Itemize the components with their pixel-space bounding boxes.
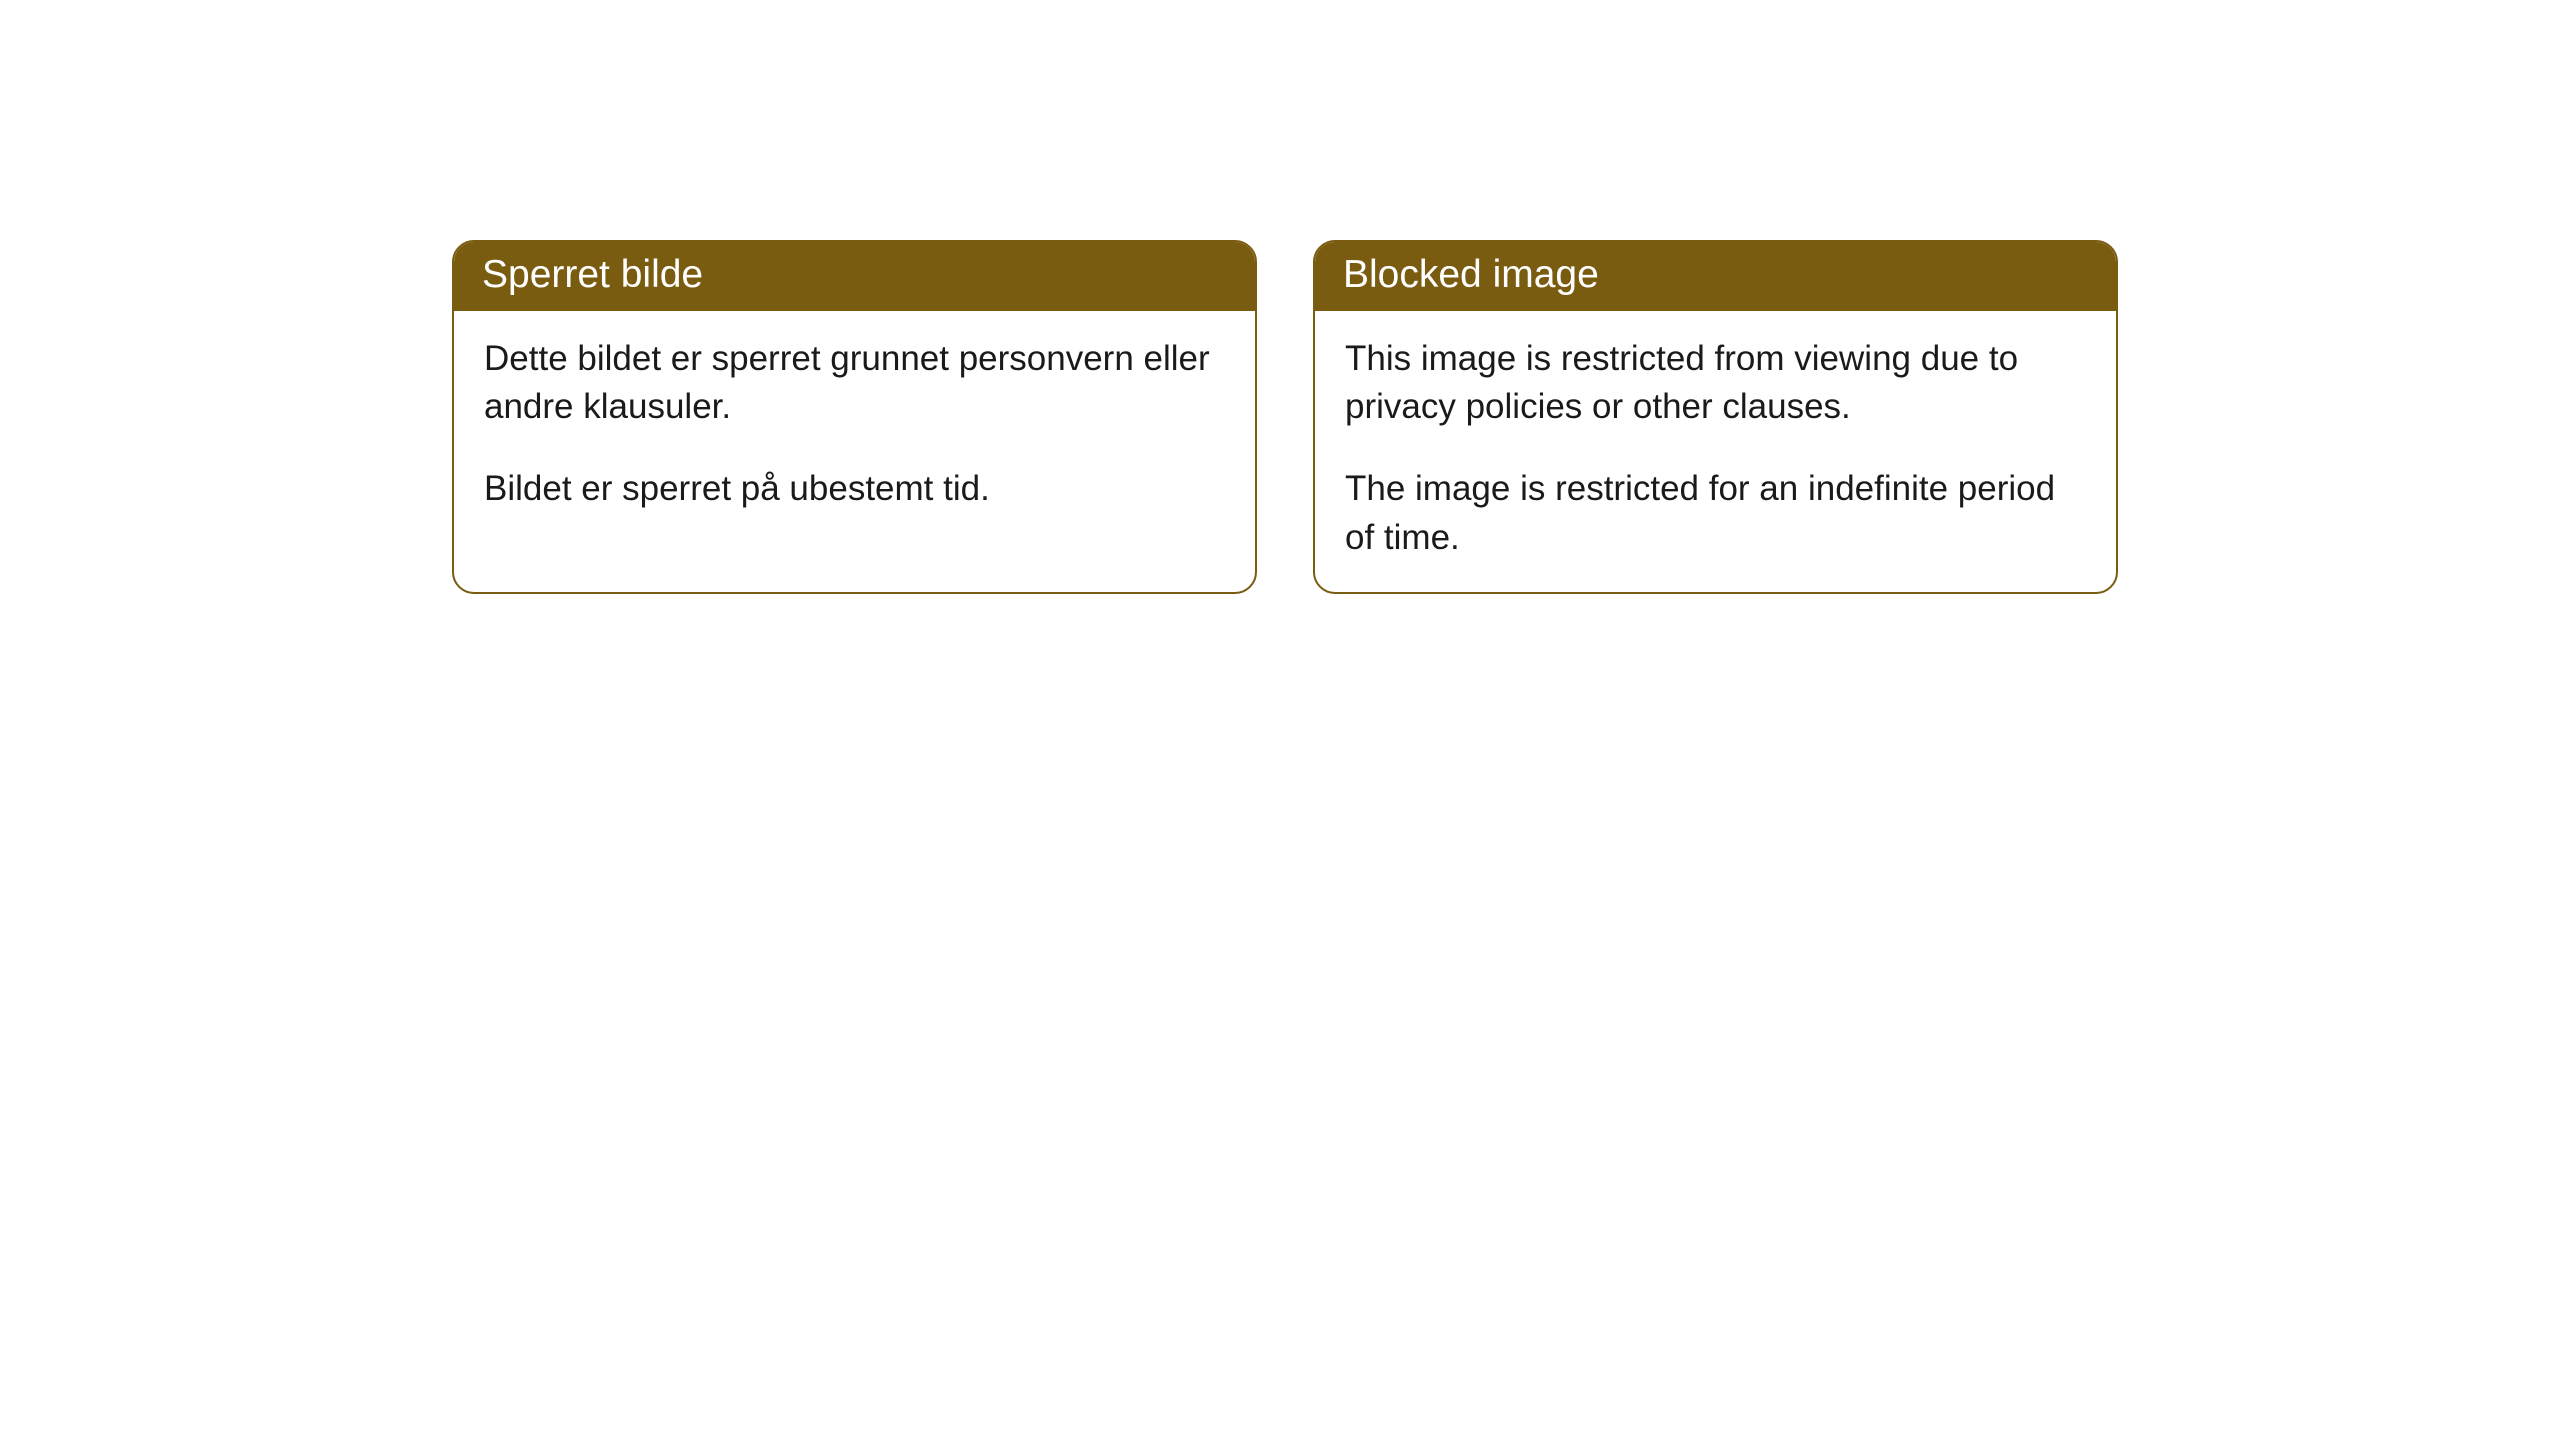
card-body-no: Dette bildet er sperret grunnet personve… (454, 311, 1255, 564)
card-title-en: Blocked image (1315, 242, 2116, 311)
blocked-image-card-no: Sperret bilde Dette bildet er sperret gr… (452, 240, 1257, 594)
card-title-no: Sperret bilde (454, 242, 1255, 311)
card-paragraph2-no: Bildet er sperret på ubestemt tid. (484, 465, 1225, 513)
card-body-en: This image is restricted from viewing du… (1315, 311, 2116, 592)
card-paragraph2-en: The image is restricted for an indefinit… (1345, 465, 2086, 562)
cards-container: Sperret bilde Dette bildet er sperret gr… (0, 0, 2560, 594)
blocked-image-card-en: Blocked image This image is restricted f… (1313, 240, 2118, 594)
card-paragraph1-no: Dette bildet er sperret grunnet personve… (484, 335, 1225, 432)
card-paragraph1-en: This image is restricted from viewing du… (1345, 335, 2086, 432)
